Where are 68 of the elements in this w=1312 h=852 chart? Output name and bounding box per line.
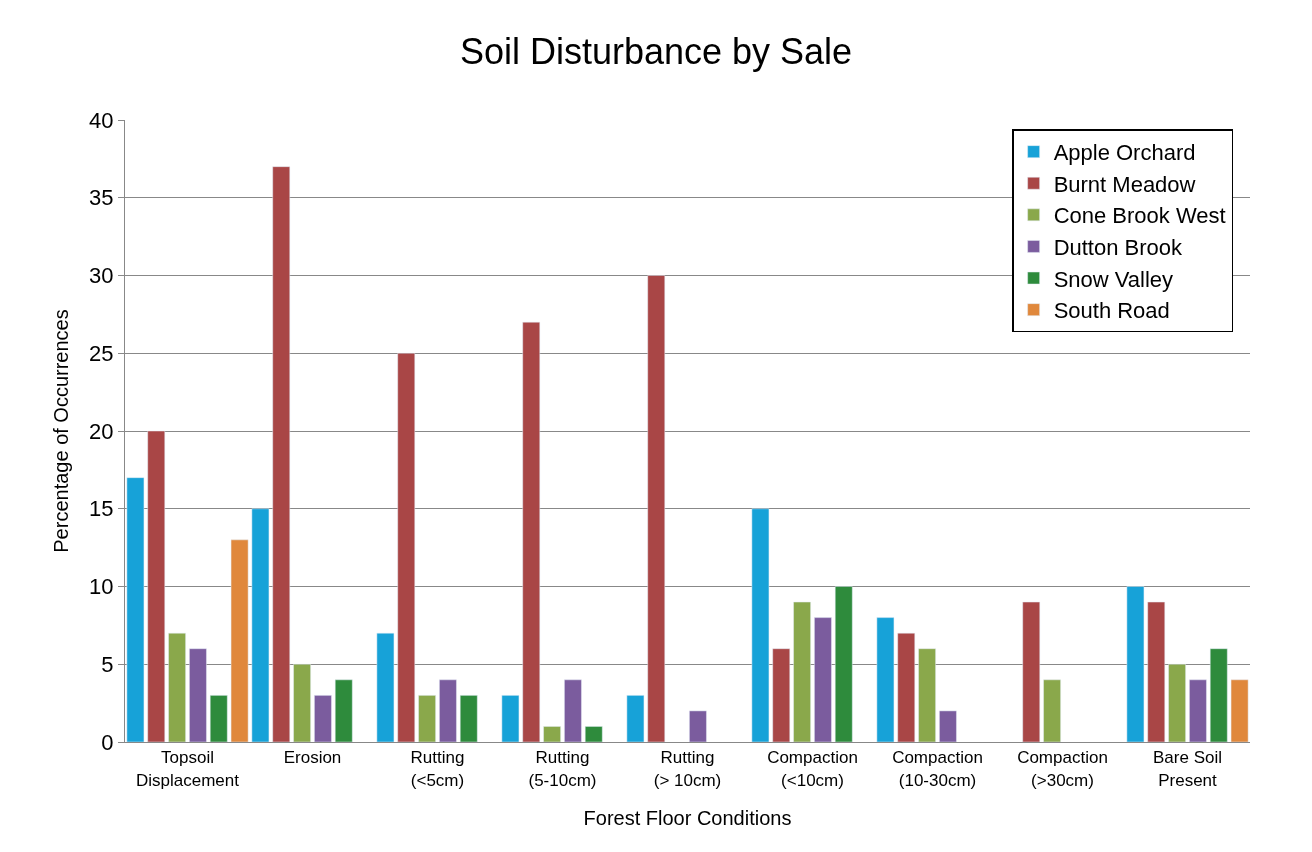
bar: [647, 275, 666, 742]
bar: [1147, 601, 1166, 742]
bar: [126, 477, 145, 742]
x-tick-label: Bare Soil Present: [1153, 748, 1222, 790]
y-tick-label: 20: [89, 418, 114, 444]
bar: [1230, 679, 1249, 742]
bar: [1022, 601, 1041, 742]
bar: [918, 648, 936, 742]
bar: [1209, 648, 1228, 742]
bar: [209, 695, 228, 742]
chart-title: Soil Disturbance by Sale: [459, 30, 853, 72]
bar: [376, 632, 395, 742]
legend-label: Snow Valley: [1053, 266, 1174, 292]
y-tick-label: 30: [89, 263, 114, 289]
x-axis-title: Forest Floor Conditions: [583, 807, 792, 829]
bar: [189, 648, 207, 742]
bar: [751, 508, 770, 742]
bar: [334, 679, 353, 742]
bar: [230, 539, 249, 742]
y-tick-label: 25: [89, 340, 114, 366]
y-tick-label: 10: [89, 574, 114, 600]
bar: [418, 695, 436, 742]
x-tick-label: Compaction (10-30cm): [892, 748, 983, 790]
x-tick-label: Topsoil Displacement: [136, 748, 240, 790]
bar: [501, 695, 520, 742]
x-tick-label: Rutting (> 10cm): [653, 748, 722, 790]
bar: [876, 617, 895, 742]
bar: [439, 679, 457, 742]
y-axis-title: Percentage of Occurrences: [49, 309, 72, 553]
x-tick-label: Rutting (<5cm): [410, 748, 465, 790]
y-tick-label: 35: [89, 185, 114, 211]
bar: [168, 632, 186, 742]
bar: [772, 648, 791, 742]
x-tick-label: Compaction (>30cm): [1017, 748, 1108, 790]
x-tick-label: Rutting (5-10cm): [528, 748, 597, 790]
bar: [939, 710, 957, 742]
bar: [793, 601, 811, 742]
x-tick-label: Compaction (<10cm): [767, 748, 858, 790]
bar: [459, 695, 478, 742]
bar: [147, 430, 166, 742]
bar: [272, 166, 291, 742]
legend-label: Apple Orchard: [1053, 140, 1196, 166]
bar: [814, 617, 832, 742]
bar: [1168, 664, 1186, 742]
bar: [251, 508, 270, 742]
bar: [1126, 586, 1145, 742]
bar: [543, 726, 561, 742]
bar: [626, 695, 645, 742]
legend-label: Burnt Meadow: [1053, 171, 1196, 197]
bar: [314, 695, 332, 742]
y-tick-label: 5: [101, 651, 114, 677]
bar: [522, 321, 541, 742]
y-tick-label: 40: [89, 107, 114, 133]
y-tick-label: 15: [89, 496, 114, 522]
legend-label: Dutton Brook: [1053, 235, 1184, 261]
legend-label: Cone Brook West: [1053, 203, 1226, 229]
bar: [689, 710, 707, 742]
bar: [293, 664, 311, 742]
bar: [584, 726, 603, 742]
bar: [834, 586, 853, 742]
y-tick-label: 0: [101, 729, 114, 755]
bar: [1043, 679, 1061, 742]
bar: [397, 353, 416, 742]
bar: [564, 679, 582, 742]
bar: [897, 632, 916, 742]
x-tick-label: Erosion: [283, 748, 342, 768]
bar: [1189, 679, 1207, 742]
legend-label: South Road: [1053, 298, 1170, 324]
